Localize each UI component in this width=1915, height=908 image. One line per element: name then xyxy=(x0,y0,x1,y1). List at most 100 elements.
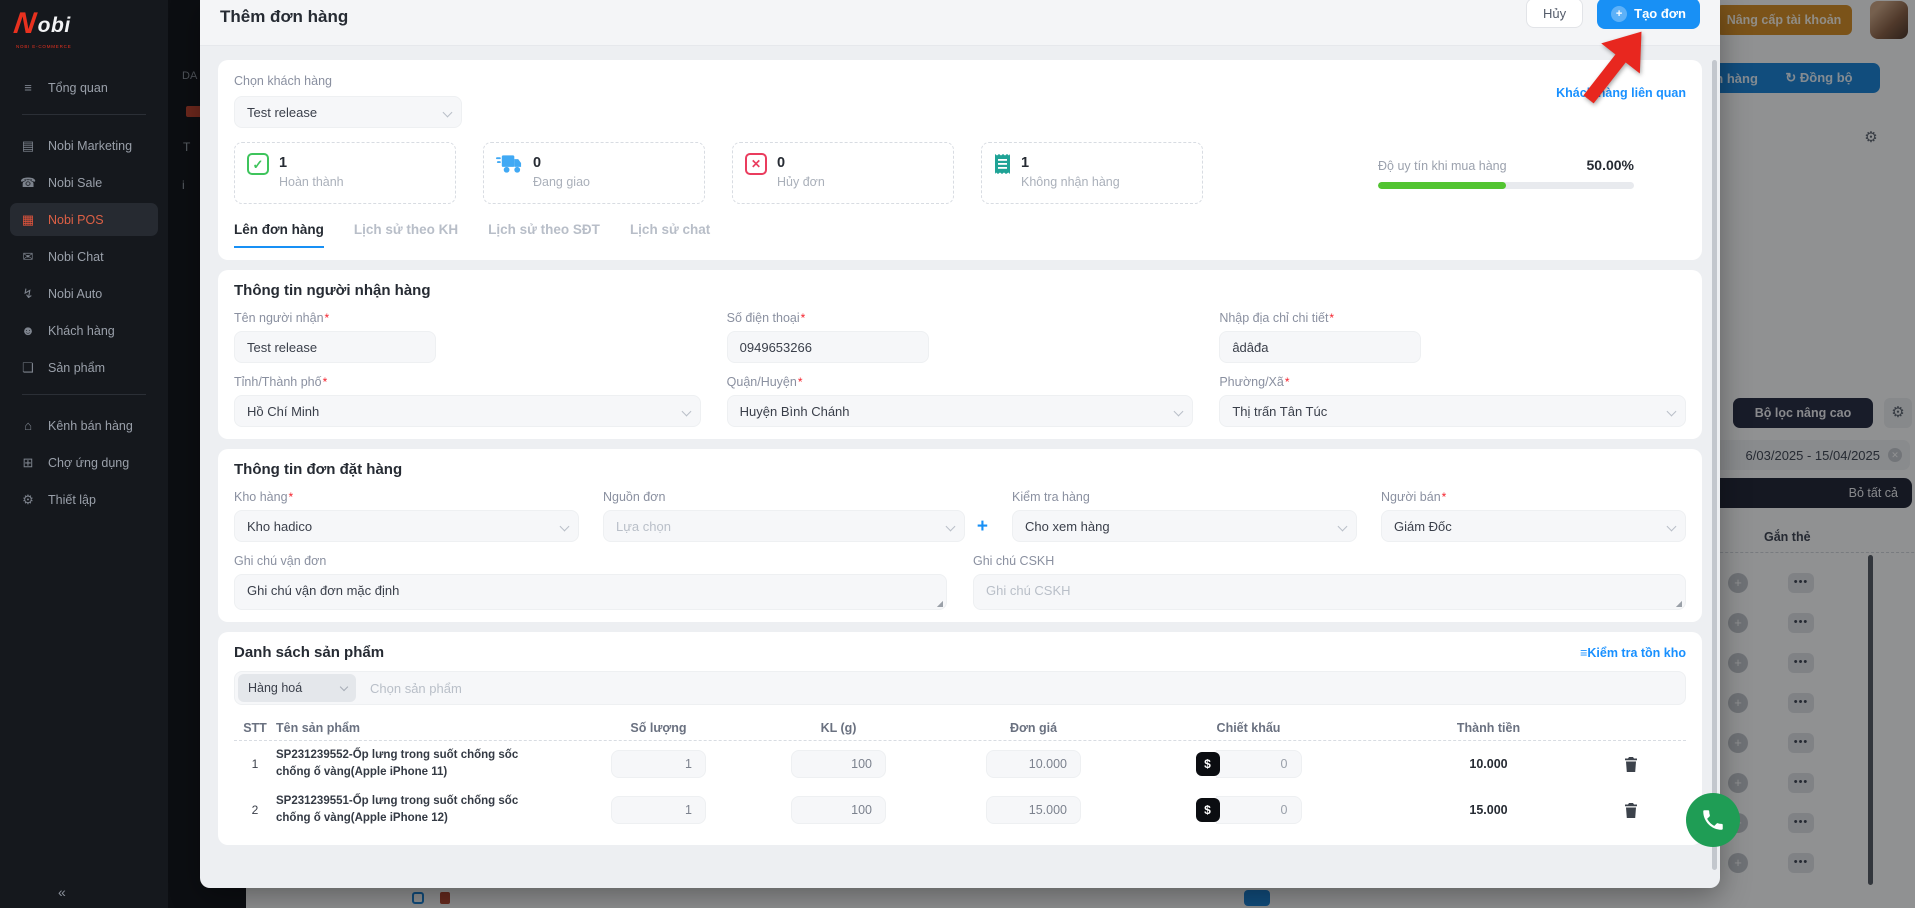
add-source-button[interactable]: + xyxy=(976,516,988,537)
sidebar-item-nobi-chat[interactable]: ✉ Nobi Chat xyxy=(10,240,158,273)
seller-select[interactable]: Giám Đốc xyxy=(1381,510,1686,542)
filter-settings-gear-icon[interactable]: ⚙ xyxy=(1884,398,1912,428)
tab-lich-su-theo-kh[interactable]: Lịch sử theo KH xyxy=(353,222,459,237)
qty-input[interactable] xyxy=(611,750,706,778)
sidebar-item-khach-hang[interactable]: ☻ Khách hàng xyxy=(21,323,115,338)
add-tag-icon[interactable]: + xyxy=(1728,613,1748,633)
discount-input[interactable] xyxy=(1215,750,1302,778)
chevron-down-icon xyxy=(1173,406,1184,417)
chevron-down-icon xyxy=(945,521,956,532)
more-actions-icon[interactable]: ••• xyxy=(1788,653,1814,673)
recipient-name-input[interactable] xyxy=(234,331,436,363)
sidebar-item-kenh-ban-hang[interactable]: ⌂ Kênh bán hàng xyxy=(10,409,158,442)
add-tag-icon[interactable]: + xyxy=(1728,573,1748,593)
order-source-select[interactable]: Lựa chọn xyxy=(603,510,965,542)
clear-date-icon[interactable]: ✕ xyxy=(1888,448,1902,462)
price-input[interactable] xyxy=(986,750,1081,778)
annotation-arrow xyxy=(1583,31,1642,104)
stat-delivering: 0 Đang giao xyxy=(483,142,705,204)
nobi-logo[interactable]: N obi xyxy=(0,0,168,46)
product-search-input[interactable]: Chọn sản phẩm xyxy=(370,680,462,696)
more-actions-icon[interactable]: ••• xyxy=(1788,573,1814,593)
district-select[interactable]: Huyện Bình Chánh xyxy=(726,395,1194,427)
trust-progress-fill xyxy=(1378,182,1506,189)
sidebar-item-nobi-auto[interactable]: ↯ Nobi Auto xyxy=(10,277,158,310)
add-tag-icon[interactable]: + xyxy=(1728,693,1748,713)
stat-value: 1 xyxy=(1021,155,1030,171)
sidebar-item-san-pham[interactable]: ❏ Sản phẩm xyxy=(10,351,158,384)
discount-input[interactable] xyxy=(1215,796,1302,824)
weight-input[interactable] xyxy=(791,750,886,778)
goods-check-select[interactable]: Cho xem hàng xyxy=(1012,510,1357,542)
care-note-textarea[interactable]: Ghi chú CSKH ◢ xyxy=(973,574,1686,610)
province-select[interactable]: Hồ Chí Minh xyxy=(234,395,701,427)
section-title: Thông tin đơn đặt hàng xyxy=(234,461,403,478)
sidebar-item-cho-ung-dung[interactable]: ⊞ Chợ ứng dụng xyxy=(10,446,158,479)
cancel-button[interactable]: Hủy xyxy=(1526,0,1584,28)
sidebar-item-thiet-lap[interactable]: ⚙ Thiết lập xyxy=(10,483,158,516)
plus-icon: + xyxy=(1611,5,1628,22)
advanced-filter-button[interactable]: Bộ lọc nâng cao xyxy=(1733,398,1873,428)
phone-icon xyxy=(1703,810,1723,830)
ward-select[interactable]: Thị trấn Tân Túc xyxy=(1219,395,1686,427)
sidebar-item-tong-quan[interactable]: ≡ Tổng quan xyxy=(10,71,158,104)
phone-input[interactable] xyxy=(726,331,929,363)
stock-check-link[interactable]: ≡Kiểm tra tồn kho xyxy=(1580,645,1686,660)
shipping-note-textarea[interactable]: Ghi chú vận đơn mặc định ◢ xyxy=(234,574,947,610)
resize-handle-icon[interactable]: ◢ xyxy=(936,599,943,608)
resize-handle-icon[interactable]: ◢ xyxy=(1675,599,1682,608)
more-actions-icon[interactable]: ••• xyxy=(1788,613,1814,633)
chevron-down-icon xyxy=(339,682,349,692)
more-actions-icon[interactable]: ••• xyxy=(1788,853,1814,873)
more-actions-icon[interactable]: ••• xyxy=(1788,733,1814,753)
more-actions-icon[interactable]: ••• xyxy=(1788,693,1814,713)
required-mark: * xyxy=(1284,375,1290,389)
row-checkbox[interactable] xyxy=(412,892,424,904)
tab-len-don-hang[interactable]: Lên đơn hàng xyxy=(234,222,324,248)
goods-check-field: Kiểm tra hàng Cho xem hàng xyxy=(1012,490,1357,542)
tab-lich-su-theo-sdt[interactable]: Lịch sử theo SĐT xyxy=(488,222,600,237)
background-scrollbar[interactable] xyxy=(1868,555,1873,885)
add-tag-icon[interactable]: + xyxy=(1728,653,1748,673)
qty-input[interactable] xyxy=(611,796,706,824)
phone-support-button[interactable] xyxy=(1686,793,1740,847)
price-input[interactable] xyxy=(986,796,1081,824)
upgrade-account-button[interactable]: Nâng cấp tài khoản xyxy=(1716,5,1852,35)
tab-lich-su-chat[interactable]: Lịch sử chat xyxy=(629,222,711,237)
sidebar-collapse-icon[interactable]: « xyxy=(58,884,66,900)
product-picker: Hàng hoá Chọn sản phẩm xyxy=(234,671,1686,705)
more-actions-icon[interactable]: ••• xyxy=(1788,773,1814,793)
modal-scrollbar[interactable] xyxy=(1712,60,1717,870)
add-tag-icon[interactable]: + xyxy=(1728,853,1748,873)
marketing-icon: ▤ xyxy=(21,137,35,153)
discount-type-toggle[interactable]: $ xyxy=(1195,798,1220,822)
more-actions-icon[interactable]: ••• xyxy=(1788,813,1814,833)
gear-icon[interactable]: ⚙ xyxy=(1864,129,1878,146)
discount-type-toggle[interactable]: $ xyxy=(1195,752,1220,776)
order-stats-row: ✓ 1 Hoàn thành 0 Đang giao ✕ 0 xyxy=(234,142,1686,204)
warehouse-select[interactable]: Kho hadico xyxy=(234,510,579,542)
user-avatar[interactable] xyxy=(1870,1,1908,39)
seller-field: Người bán* Giám Đốc xyxy=(1381,490,1686,542)
add-tag-icon[interactable]: + xyxy=(1728,733,1748,753)
address-input[interactable] xyxy=(1219,331,1422,363)
customer-summary-card: Chọn khách hàng Test release Khách hàng … xyxy=(218,60,1702,260)
sidebar-nav: ≡ Tổng quan ▤ Nobi Marketing ☎ Nobi Sale ▦ N… xyxy=(0,71,168,520)
sidebar-item-nobi-sale[interactable]: ☎ Nobi Sale xyxy=(20,174,103,190)
modal-body: Chọn khách hàng Test release Khách hàng … xyxy=(200,46,1720,845)
product-type-select[interactable]: Hàng hoá xyxy=(238,674,356,702)
date-range-filter[interactable]: 6/03/2025 - 15/04/2025 ✕ xyxy=(1690,440,1910,470)
sync-button[interactable]: ↻ Đồng bộ xyxy=(1758,63,1880,93)
add-tag-icon[interactable]: + xyxy=(1728,773,1748,793)
sidebar-item-nobi-marketing[interactable]: ▤ Nobi Marketing xyxy=(21,137,133,153)
customer-select[interactable]: Test release xyxy=(234,96,462,128)
product-name: SP231239552-Ốp lưng trong suốt chống sốc… xyxy=(276,749,519,778)
chevron-down-icon xyxy=(559,521,570,532)
delete-row-button[interactable] xyxy=(1611,802,1651,818)
sidebar-item-nobi-pos[interactable]: ▦ Nobi POS xyxy=(10,203,158,236)
create-order-button[interactable]: + Tạo đơn xyxy=(1597,0,1700,29)
delete-row-button[interactable] xyxy=(1611,756,1651,772)
receipt-icon xyxy=(995,154,1010,174)
warehouse-field: Kho hàng* Kho hadico xyxy=(234,490,579,542)
weight-input[interactable] xyxy=(791,796,886,824)
